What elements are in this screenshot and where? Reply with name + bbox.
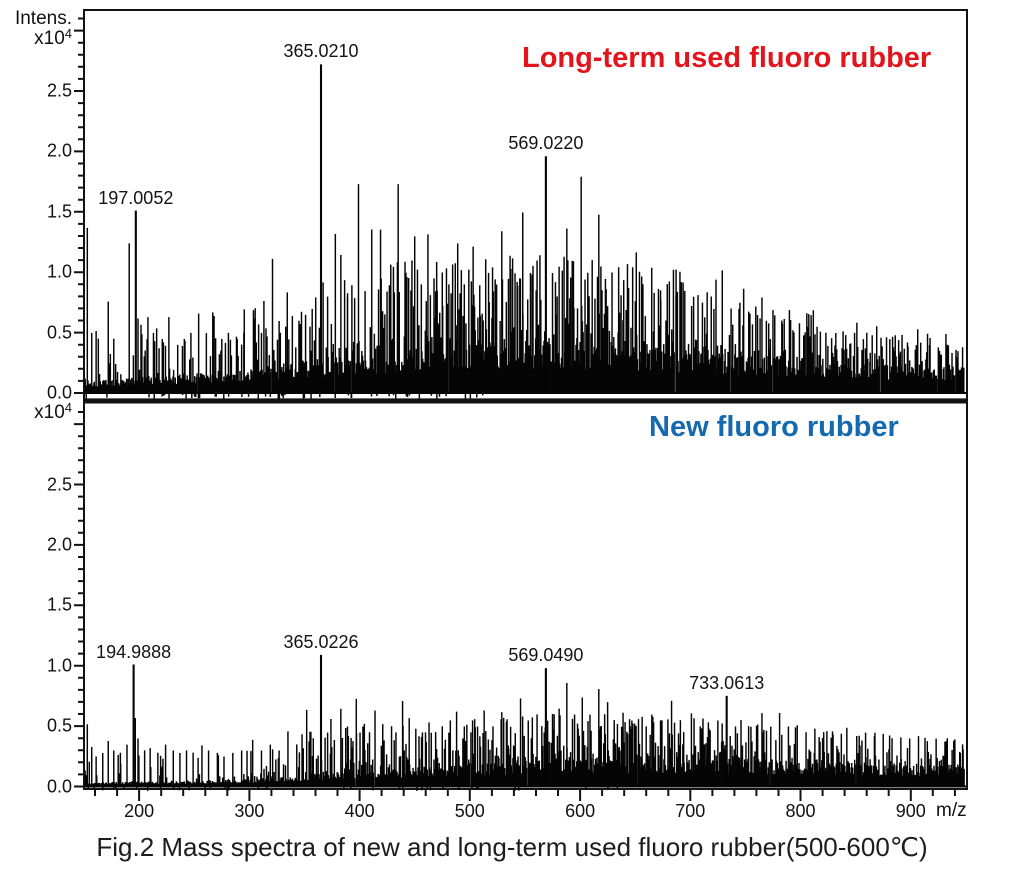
peak-label-197.0052: 197.0052 [98, 187, 174, 208]
panel-frame-1 [83, 401, 968, 790]
x-tick-label: 500 [454, 801, 485, 821]
y-tick-label: 2.0 [46, 534, 72, 555]
spectrum-major-sticks-1 [132, 654, 728, 787]
spectrum-major-sticks-0 [134, 64, 547, 393]
peak-label-365.0210: 365.0210 [283, 41, 359, 62]
spectrum-sticks-1 [84, 655, 965, 792]
y-tick-label: 1.0 [46, 261, 72, 282]
y-tick-label: 0.5 [46, 322, 72, 343]
x-tick-label: 900 [895, 801, 926, 821]
y-tick-label: 1.0 [46, 655, 72, 676]
peak-label-733.0613: 733.0613 [689, 672, 765, 693]
x-tick-label: 700 [675, 801, 706, 821]
y-tick-label: 1.5 [46, 594, 72, 615]
x-tick-label: 300 [234, 801, 265, 821]
y-scale-exponent-bottom: 4 [64, 400, 72, 415]
axis-ticks [74, 17, 956, 801]
y-tick-label: 2.0 [46, 140, 72, 161]
y-tick-label: 0.0 [46, 382, 72, 403]
y-scale-label-top: x104 [34, 26, 72, 50]
y-axis-title: Intens. [14, 8, 72, 29]
y-tick-label: 0.5 [46, 715, 72, 736]
x-tick-label: 600 [565, 801, 596, 821]
y-scale-label-bottom: x104 [34, 400, 72, 424]
y-scale-exponent-top: 4 [64, 26, 72, 41]
peak-label-194.9888: 194.9888 [96, 641, 172, 662]
x-tick-label: 800 [785, 801, 816, 821]
panel-divider [83, 398, 968, 403]
y-tick-label: 2.5 [46, 474, 72, 494]
y-tick-label: 1.5 [46, 201, 72, 222]
peak-label-569.0220: 569.0220 [508, 133, 584, 154]
spectrum-sticks-0 [84, 66, 965, 400]
x-tick-label: 400 [344, 801, 375, 821]
y-scale-prefix-bottom: x10 [34, 402, 65, 423]
title-new-fluoro-rubber: New fluoro rubber [649, 411, 899, 443]
y-scale-prefix-top: x10 [34, 28, 65, 49]
peak-label-569.0490: 569.0490 [508, 645, 584, 666]
y-tick-label: 2.5 [46, 80, 72, 101]
title-long-term-used-fluoro-rubber: Long-term used fluoro rubber [522, 42, 932, 74]
peak-label-365.0226: 365.0226 [283, 631, 359, 652]
y-tick-label: 0.0 [46, 776, 72, 796]
figure-caption: Fig.2 Mass spectra of new and long-term … [96, 832, 928, 862]
x-tick-label: 200 [124, 801, 155, 821]
x-axis-unit-label: m/z [936, 800, 967, 821]
panel-frame-0 [83, 9, 968, 399]
